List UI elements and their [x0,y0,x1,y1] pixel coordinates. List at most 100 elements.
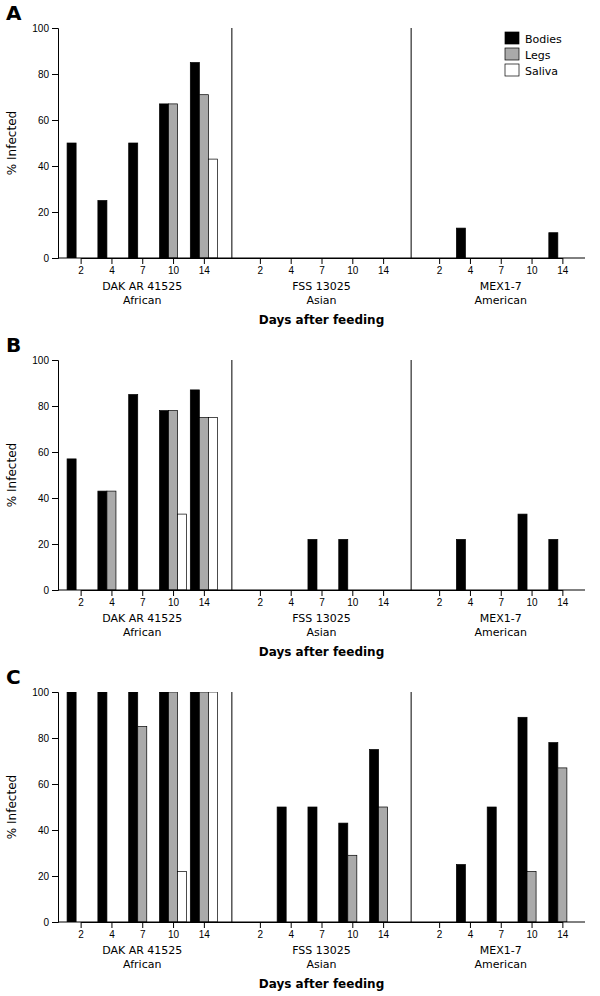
group-label: MEX1-7 [480,944,522,957]
bar [456,228,465,258]
x-tick: 2 [437,590,443,608]
y-tick: 100 [32,23,58,34]
x-tick-label: 10 [168,265,180,276]
x-tick: 10 [347,590,359,608]
x-tick: 2 [78,258,84,276]
y-tick-label: 100 [32,23,49,34]
panel-title: A [6,1,22,25]
group-divider [411,692,412,922]
legend-label: Saliva [525,65,558,78]
x-tick: 2 [437,258,443,276]
x-tick: 14 [199,258,211,276]
y-tick: 80 [38,401,58,412]
x-tick-label: 7 [498,597,504,608]
y-tick: 20 [38,539,58,550]
x-tick-mark [204,590,205,596]
x-tick: 14 [378,590,390,608]
y-tick: 40 [38,825,58,836]
panel: 247101424710142471014020406080100% Infec… [5,333,585,659]
bar [348,855,357,922]
x-tick-label: 4 [288,265,294,276]
group-divider [231,28,232,258]
x-tick-mark [291,258,292,264]
x-tick-mark [532,922,533,928]
x-tick-mark [470,590,471,596]
y-tick-mark [52,120,58,121]
x-tick: 14 [199,590,211,608]
y-tick: 20 [38,871,58,882]
bar [169,692,178,922]
x-tick-label: 10 [168,929,180,940]
x-tick: 7 [140,258,146,276]
bar [129,143,138,258]
x-tick: 2 [78,922,84,940]
legend-label: Bodies [525,33,562,46]
bars [67,692,567,922]
y-tick-mark [52,876,58,877]
y-tick: 60 [38,115,58,126]
bar [527,871,536,922]
bar [199,95,208,258]
bar [169,411,178,590]
x-tick-mark [532,590,533,596]
bar [208,159,217,258]
x-tick: 4 [288,922,294,940]
y-tick-mark [52,28,58,29]
x-tick-mark [322,258,323,264]
group-label: Asian [306,294,336,307]
y-tick-mark [52,212,58,213]
bar [308,539,317,590]
bar [190,692,199,922]
x-tick-mark [383,922,384,928]
x-baseline [58,258,585,259]
y-tick: 20 [38,207,58,218]
y-axis-title: % Infected [5,775,19,839]
y-tick: 60 [38,779,58,790]
y-axis: 020406080100 [32,355,58,596]
x-tick: 4 [109,590,115,608]
bar [98,491,107,590]
x-tick-mark [142,258,143,264]
legend-item: Bodies [505,32,562,46]
x-tick-mark [352,258,353,264]
y-tick-label: 20 [38,207,50,218]
y-axis-line [52,693,59,923]
x-tick: 7 [140,590,146,608]
group-label: African [123,294,161,307]
y-tick-mark [52,692,58,693]
x-tick-mark [383,590,384,596]
group-label: FSS 13025 [292,280,351,293]
x-tick-mark [532,258,533,264]
group-labels: DAK AR 41525AfricanFSS 13025AsianMEX1-7A… [102,280,527,307]
group-label: Asian [306,958,336,971]
x-tick-mark [562,258,563,264]
x-tick-mark [111,258,112,264]
x-tick-label: 14 [557,597,569,608]
bars [67,63,558,259]
bar-series [138,692,567,922]
y-tick-mark [52,166,58,167]
x-tick-mark [204,258,205,264]
legend-label: Legs [525,49,551,62]
bar [178,514,187,590]
x-baseline [58,922,585,923]
x-tick-mark [501,590,502,596]
x-tick-mark [111,590,112,596]
x-tick-mark [470,258,471,264]
x-tick-label: 14 [199,597,211,608]
group-dividers [232,692,411,922]
x-tick: 7 [498,590,504,608]
x-tick-label: 2 [258,929,264,940]
x-tick-label: 2 [78,929,84,940]
x-tick: 4 [468,922,474,940]
y-tick: 40 [38,161,58,172]
y-tick-label: 100 [32,355,49,366]
x-tick-label: 2 [258,265,264,276]
group-label: FSS 13025 [292,612,351,625]
bar-series [178,692,218,922]
y-tick-mark [52,738,58,739]
group-label: DAK AR 41525 [102,280,182,293]
x-tick-label: 10 [347,265,359,276]
y-tick-mark [52,784,58,785]
x-tick: 7 [319,258,325,276]
